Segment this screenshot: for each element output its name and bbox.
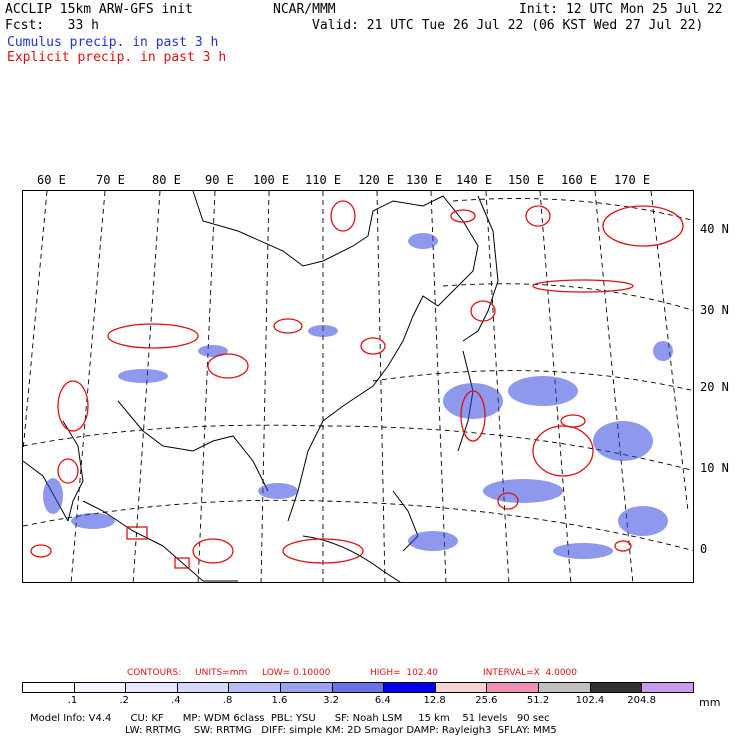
colorbar-swatch-7	[384, 683, 436, 692]
lon-label-0: 60 E	[37, 173, 66, 187]
model-title: ACCLIP 15km ARW-GFS init	[5, 2, 193, 17]
forecast-hour: Fcst: 33 h	[5, 18, 99, 33]
lon-label-3: 90 E	[205, 173, 234, 187]
lon-label-8: 140 E	[456, 173, 493, 187]
lat-label-2: 20 N	[700, 380, 729, 394]
colorbar-tick-8: 25.6	[475, 695, 498, 706]
model-info-line1: Model Info: V4.4 CU: KF MP: WDM 6class P…	[30, 713, 550, 724]
cumulus-precip	[43, 233, 673, 559]
legend-cumulus: Cumulus precip. in past 3 h	[7, 35, 219, 50]
colorbar-swatch-6	[332, 683, 385, 692]
lon-label-6: 120 E	[358, 173, 395, 187]
contours-low: LOW= 0.10000	[262, 668, 331, 678]
colorbar-swatch-1	[74, 683, 127, 692]
colorbar-unit: mm	[699, 696, 721, 709]
contours-interval: INTERVAL=X 4.0000	[483, 668, 578, 678]
map-canvas	[23, 191, 693, 582]
colorbar-swatch-0	[23, 683, 75, 692]
institution-label: NCAR/MMM	[273, 2, 336, 17]
colorbar-swatch-5	[281, 683, 333, 692]
colorbar-swatch-8	[435, 683, 488, 692]
lat-label-0: 40 N	[700, 222, 729, 236]
lon-label-4: 100 E	[253, 173, 290, 187]
lon-label-11: 170 E	[614, 173, 651, 187]
colorbar-swatch-2	[126, 683, 178, 692]
colorbar-tick-7: 12.8	[423, 695, 446, 706]
colorbar-tick-1: .2	[119, 695, 129, 706]
lat-label-1: 30 N	[700, 303, 729, 317]
legend-explicit: Explicit precip. in past 3 h	[7, 50, 227, 65]
colorbar-tick-11: 204.8	[627, 695, 656, 706]
colorbar-swatch-3	[177, 683, 230, 692]
graticule	[23, 191, 693, 582]
lon-label-2: 80 E	[152, 173, 181, 187]
colorbar-swatch-10	[539, 683, 591, 692]
longitude-labels: 60 E 70 E 80 E 90 E 100 E 110 E 120 E 130 E 140 …	[0, 173, 740, 187]
colorbar	[22, 682, 694, 693]
lat-label-4: 0	[700, 542, 708, 556]
init-time: Init: 12 UTC Mon 25 Jul 22	[519, 2, 723, 17]
explicit-precip	[30, 200, 684, 569]
colorbar-tick-3: .8	[222, 695, 233, 706]
lon-label-7: 130 E	[406, 173, 443, 187]
precip-map	[22, 190, 694, 583]
colorbar-tick-0: .1	[67, 695, 78, 706]
lon-label-1: 70 E	[96, 173, 125, 187]
lat-label-3: 10 N	[700, 461, 729, 475]
colorbar-swatch-12	[642, 683, 693, 692]
valid-time: Valid: 21 UTC Tue 26 Jul 22 (06 KST Wed …	[312, 18, 704, 33]
lon-label-10: 160 E	[561, 173, 598, 187]
lon-label-9: 150 E	[508, 173, 545, 187]
colorbar-tick-10: 102.4	[575, 695, 605, 706]
colorbar-tick-5: 3.2	[323, 695, 340, 706]
contours-label: CONTOURS:	[127, 668, 182, 678]
colorbar-tick-2: .4	[171, 695, 181, 706]
lon-label-5: 110 E	[305, 173, 342, 187]
colorbar-tick-4: 1.6	[271, 695, 288, 706]
model-info-line2: LW: RRTMG SW: RRTMG DIFF: simple KM: 2D …	[125, 725, 557, 736]
contours-units: UNITS=mm	[195, 668, 248, 678]
colorbar-tick-9: 51.2	[526, 695, 550, 706]
contours-high: HIGH= 102.40	[370, 668, 438, 678]
colorbar-tick-6: 6.4	[374, 695, 391, 706]
colorbar-swatch-9	[487, 683, 540, 692]
colorbar-swatch-11	[590, 683, 643, 692]
colorbar-swatch-4	[229, 683, 282, 692]
